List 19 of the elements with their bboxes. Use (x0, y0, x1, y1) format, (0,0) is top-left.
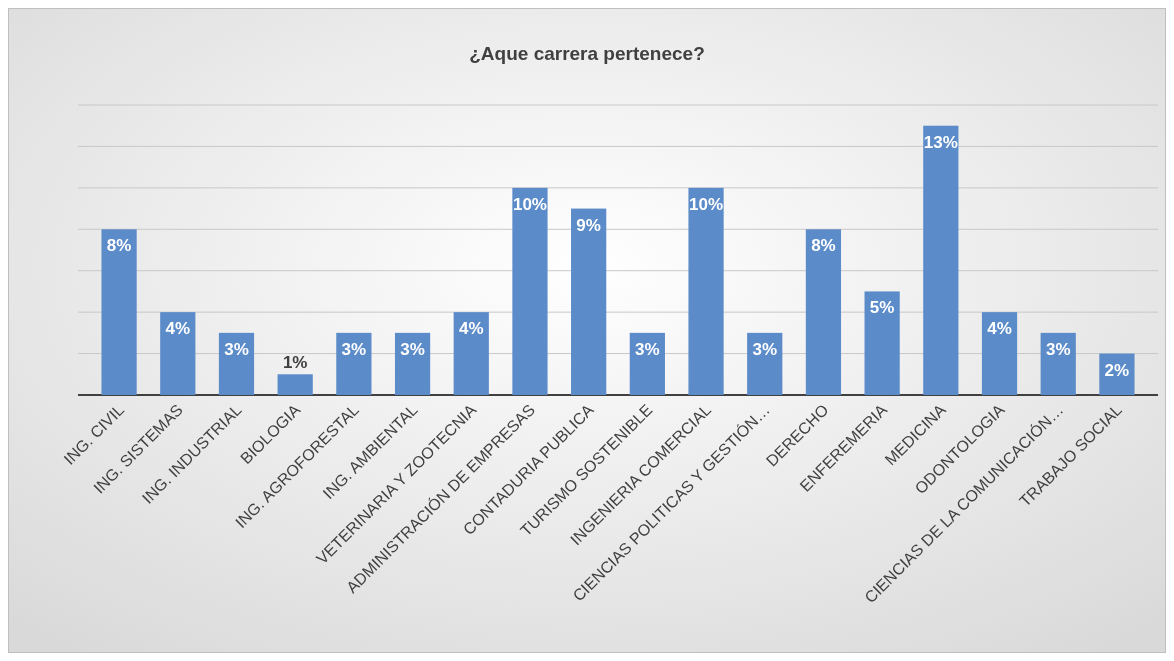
data-label: 3% (224, 339, 249, 359)
data-label: 13% (923, 132, 958, 152)
data-label: 3% (635, 339, 660, 359)
data-label: 3% (400, 339, 425, 359)
data-label: 9% (576, 215, 601, 235)
data-label: 10% (689, 194, 724, 214)
data-label: 4% (987, 319, 1012, 339)
data-label: 3% (1045, 339, 1071, 359)
data-label: 3% (341, 339, 367, 359)
data-label: 8% (106, 236, 132, 256)
data-label: 1% (282, 353, 308, 373)
data-label: 8% (811, 236, 836, 256)
chart-title: ¿Aque carrera pertenece? (469, 43, 705, 64)
data-label: 5% (869, 298, 895, 318)
data-label: 2% (1104, 360, 1130, 380)
data-label: 4% (458, 319, 484, 339)
data-label: 3% (752, 339, 778, 359)
data-label: 10% (512, 194, 547, 214)
data-label: 4% (165, 319, 191, 339)
